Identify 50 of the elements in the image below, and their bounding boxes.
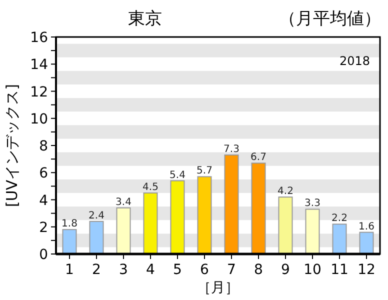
data-label: 6.7 (250, 152, 266, 164)
x-tick-label: 6 (200, 262, 210, 278)
bar (332, 224, 347, 254)
y-tick-label: 14 (30, 57, 48, 74)
x-tick-label: 2 (92, 262, 101, 278)
y-axis-title: [UVインデックス] (3, 84, 21, 207)
y-tick-label: 10 (30, 111, 48, 128)
x-tick-label: 10 (304, 262, 322, 278)
bar (143, 192, 158, 254)
y-tick-label: 6 (39, 166, 48, 182)
data-label: 7.3 (224, 144, 240, 155)
bar (278, 196, 293, 254)
bar (170, 180, 185, 254)
bar (197, 176, 212, 254)
bar (89, 220, 104, 254)
y-tick-label: 2 (39, 220, 48, 236)
data-label: 4.5 (142, 182, 158, 193)
data-label: 2.2 (332, 213, 348, 224)
y-tick-label: 12 (30, 84, 48, 100)
x-tick-label: 4 (146, 262, 156, 278)
x-tick-label: 7 (227, 262, 236, 278)
x-tick-label: 12 (358, 262, 376, 278)
data-label: 1.6 (358, 221, 374, 232)
bar (116, 207, 131, 254)
x-tick-label: 1 (65, 262, 74, 278)
data-label: 2.4 (88, 210, 104, 222)
bar (251, 162, 266, 254)
data-label: 4.2 (278, 186, 294, 198)
y-tick-label: 8 (39, 138, 48, 154)
y-tick-label: 16 (30, 30, 48, 46)
x-tick-label: 3 (119, 262, 128, 278)
x-tick-label: 11 (330, 262, 348, 278)
bar (62, 229, 77, 254)
x-axis-title: ［月］ (197, 280, 239, 296)
data-label: 5.4 (170, 170, 186, 181)
data-label: 3.3 (304, 198, 320, 210)
chart-title: 東京 (128, 9, 162, 29)
y-tick-label: 4 (39, 192, 48, 209)
bar (305, 208, 320, 254)
data-label: 5.7 (196, 166, 212, 177)
y-tick-label: 0 (39, 247, 48, 263)
x-tick-label: 5 (173, 262, 182, 278)
annotation: 2018 (339, 54, 370, 68)
chart-subtitle: （月平均値） (279, 9, 381, 29)
x-tick-label: 9 (281, 262, 290, 278)
x-tick-label: 8 (254, 262, 263, 278)
data-label: 1.8 (62, 218, 78, 230)
data-label: 3.4 (116, 196, 132, 208)
bar (359, 232, 374, 254)
bar (224, 154, 239, 254)
